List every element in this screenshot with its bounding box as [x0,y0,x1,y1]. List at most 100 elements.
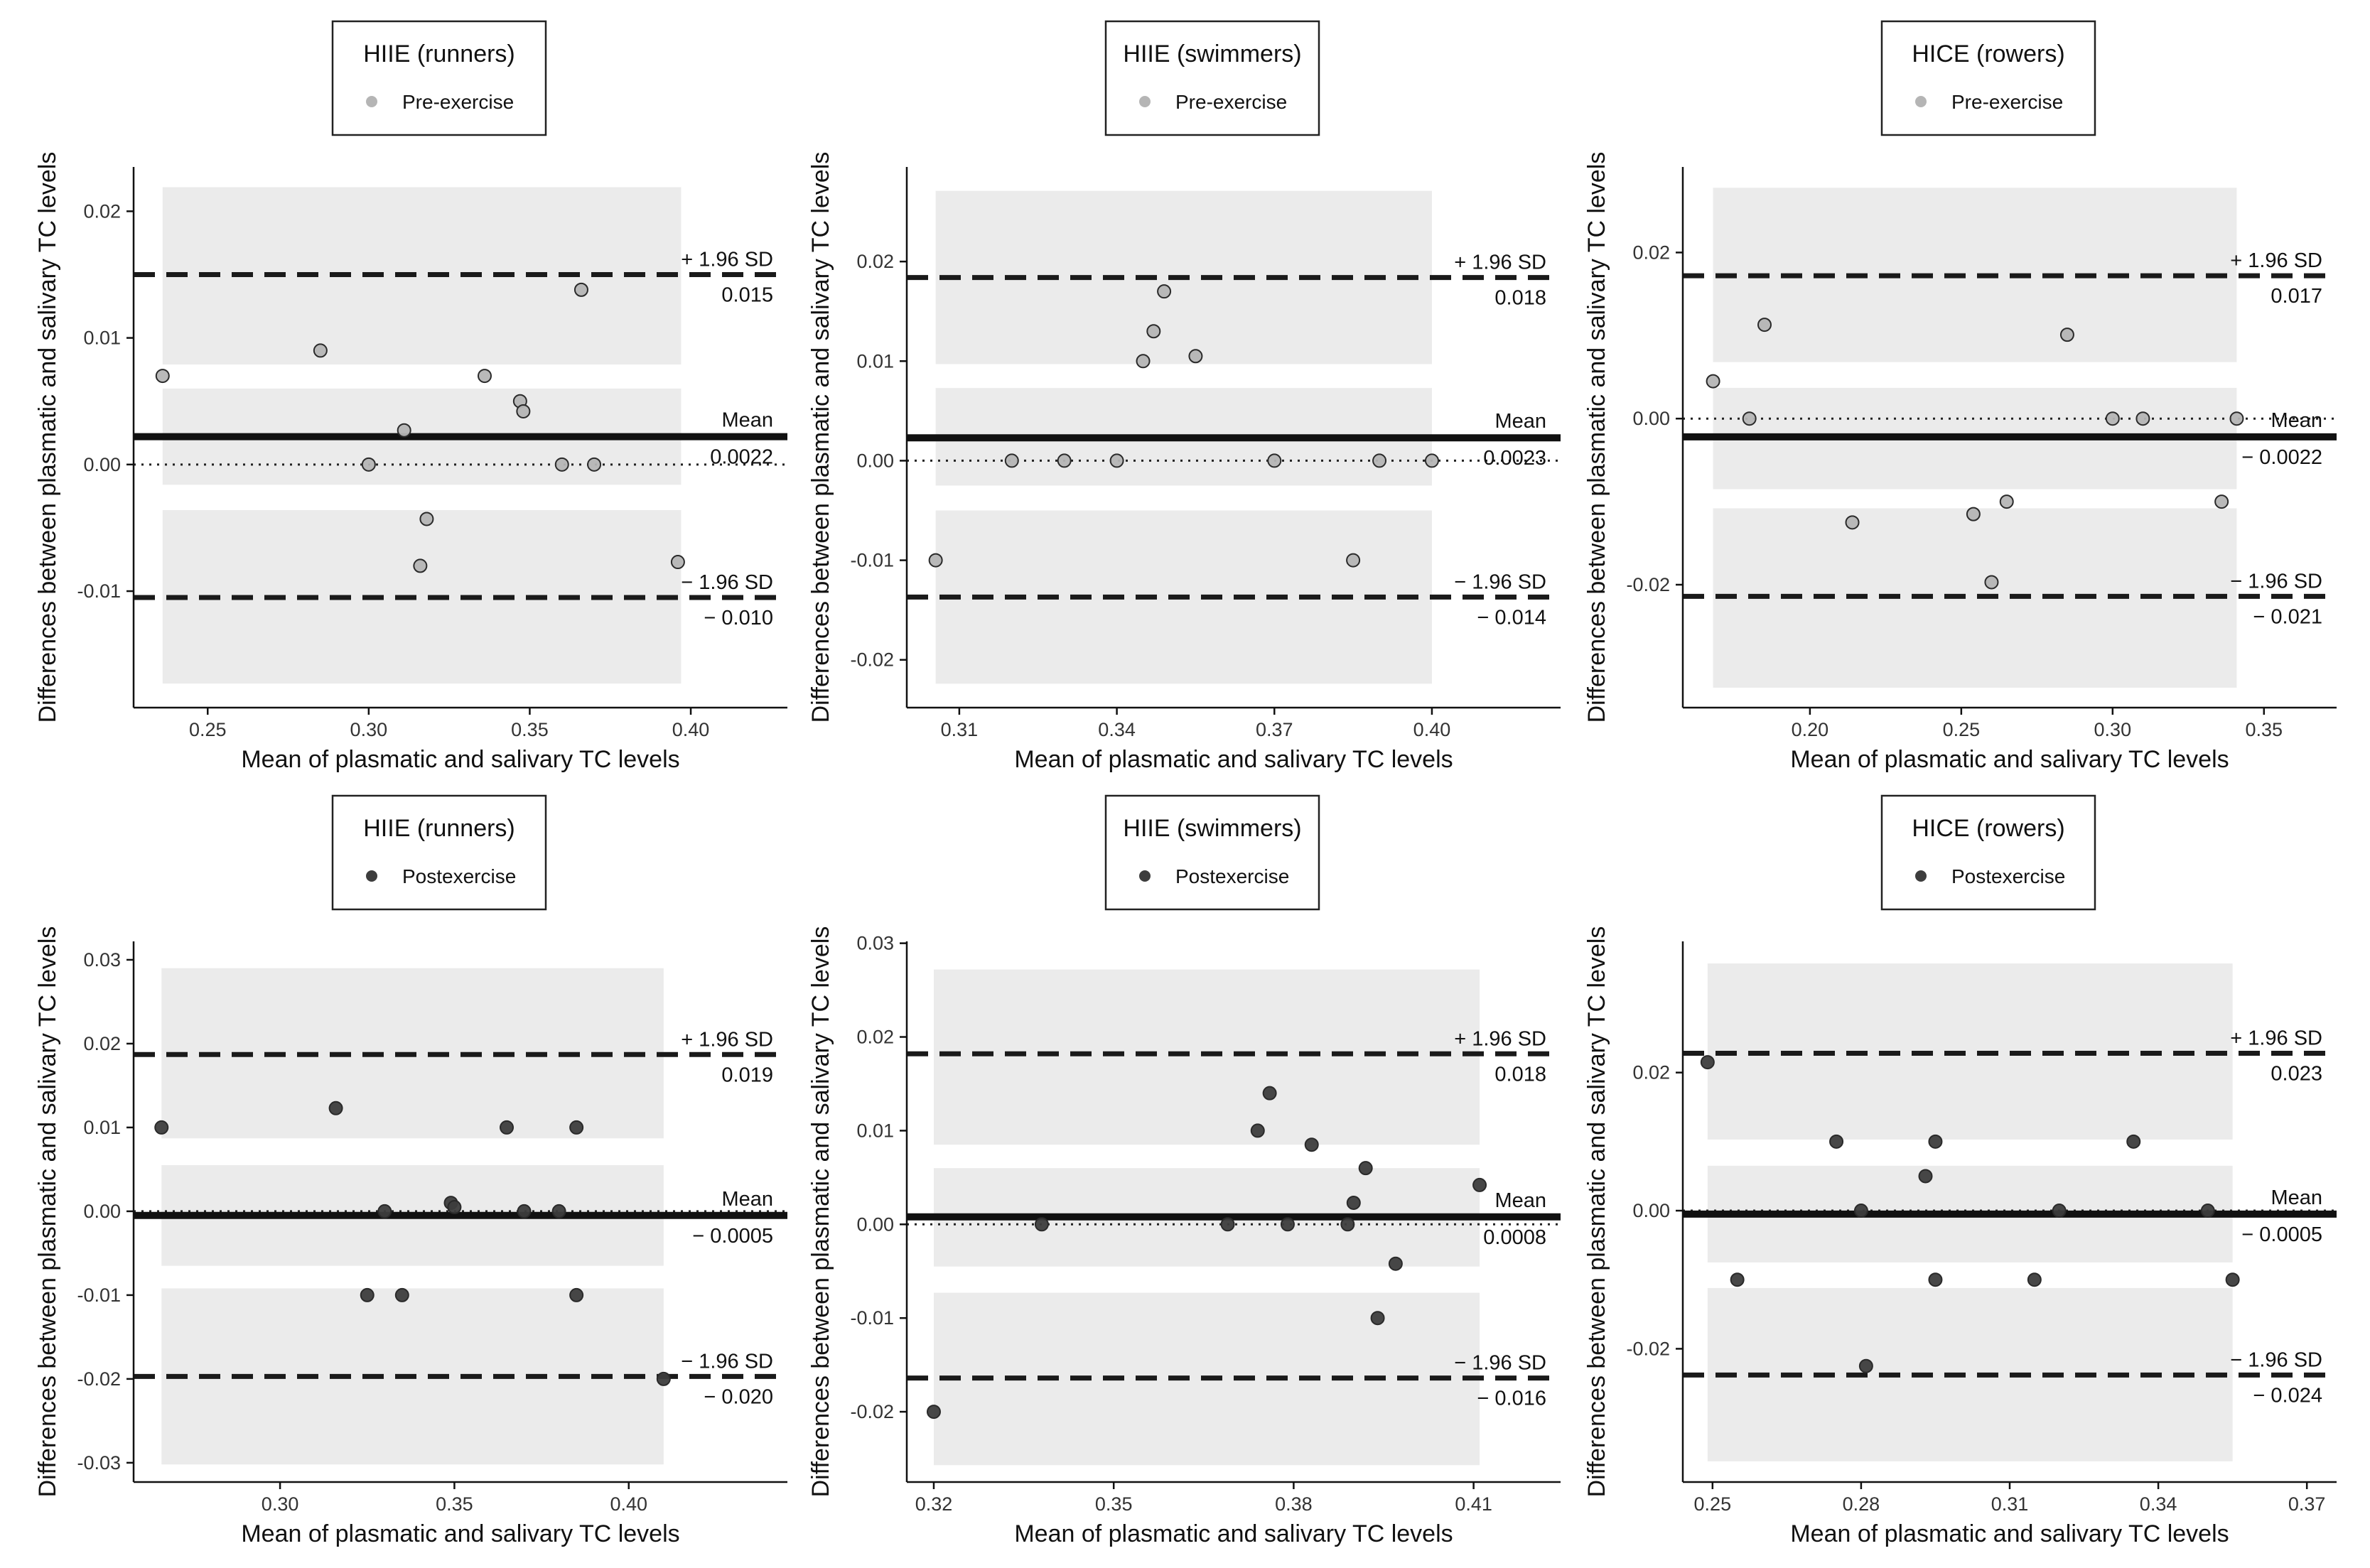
data-point [2200,1204,2215,1218]
upper-loa-label: + 1.96 SD [1454,1027,1546,1050]
upper-loa-value: 0.023 [2271,1062,2322,1085]
legend-title: HIIE (swimmers) [1123,815,1301,842]
x-tick-label: 0.31 [941,719,979,740]
mean-label: Mean [2271,1186,2322,1209]
data-point [1984,575,1999,590]
data-point [926,1405,941,1420]
data-point [554,457,569,472]
legend-label: Pre-exercise [1175,91,1287,113]
data-point [1346,1195,1361,1210]
x-tick-label: 0.35 [511,719,549,740]
legend-label: Pre-exercise [402,91,514,113]
y-tick-label: 0.01 [856,350,894,372]
y-tick-label: -0.01 [77,1285,121,1306]
data-point [1262,1086,1277,1101]
data-point [1742,411,1757,426]
legend-label: Pre-exercise [1951,91,2063,113]
data-point [2135,411,2150,426]
data-point [1358,1161,1373,1176]
data-point [1372,453,1387,468]
data-point [394,1287,409,1302]
x-tick-label: 0.35 [1095,1493,1133,1515]
data-point [1928,1272,1943,1287]
data-point [1346,553,1361,568]
x-tick-label: 0.35 [2245,719,2283,740]
y-axis-title: Differences between plasmatic and saliva… [1583,926,1610,1498]
panel-5: HIIE (swimmers) Postexercise + 1.96 SD 0.01… [807,794,1561,1547]
data-point [2225,1272,2240,1287]
upper-loa-value: 0.018 [1494,1063,1546,1086]
data-point [1966,507,1981,521]
x-axis-title: Mean of plasmatic and salivary TC levels [1014,1520,1453,1547]
data-point [1999,494,2014,509]
x-axis-title: Mean of plasmatic and salivary TC levels [1790,1520,2229,1547]
legend-box [1880,794,2096,911]
data-point [313,343,328,358]
mean-label: Mean [1494,1189,1546,1212]
data-point [1706,374,1720,389]
mean-label: Mean [2271,409,2322,432]
x-tick-label: 0.40 [1413,719,1451,740]
y-axis-title: Differences between plasmatic and saliva… [807,152,834,723]
y-tick-label: -0.01 [850,1307,894,1329]
y-tick-label: 0.00 [856,1213,894,1235]
data-point [928,553,943,568]
y-tick-label: 0.03 [83,949,121,970]
data-point [360,1287,375,1302]
data-point [1858,1358,1873,1373]
y-tick-label: 0.02 [83,200,121,222]
x-tick-label: 0.40 [672,719,710,740]
y-tick-label: -0.02 [77,1368,121,1390]
y-axis-title: Differences between plasmatic and saliva… [34,926,61,1498]
lower-loa-label: − 1.96 SD [2230,570,2322,593]
mean-value: 0.0022 [710,446,773,469]
lower-loa-value: − 0.010 [704,607,773,629]
data-point [1845,515,1860,530]
data-point [1250,1123,1265,1138]
y-axis-title: Differences between plasmatic and saliva… [807,926,834,1498]
data-point [155,369,170,384]
lower-loa-label: − 1.96 SD [681,1350,773,1373]
y-tick-label: 0.01 [83,328,121,349]
x-tick-label: 0.37 [1256,719,1293,740]
x-axis-title: Mean of plasmatic and salivary TC levels [1790,746,2229,773]
data-point [1730,1272,1745,1287]
x-tick-label: 0.41 [1455,1493,1492,1515]
y-tick-label: 0.02 [1632,242,1670,263]
upper-loa-label: + 1.96 SD [2230,249,2322,272]
legend-box [1104,794,1320,911]
data-point [1757,318,1772,332]
x-tick-label: 0.25 [1694,1493,1732,1515]
legend-title: HICE (rowers) [1912,40,2064,67]
data-point [587,457,602,472]
legend-title: HIIE (runners) [363,40,515,67]
legend-label: Postexercise [402,865,516,887]
data-point [1370,1311,1385,1326]
upper-loa-value: 0.019 [721,1064,773,1086]
data-point [1188,349,1203,364]
upper-loa-label: + 1.96 SD [1454,252,1546,274]
panel-1: HIIE (runners) Pre-exercise + 1.96 SD 0.015… [34,20,787,773]
data-point [1034,1217,1049,1232]
legend-title: HIIE (runners) [363,815,515,842]
x-tick-label: 0.37 [2288,1493,2326,1515]
data-point [2027,1272,2042,1287]
data-point [1829,1134,1844,1149]
data-point [1136,354,1151,369]
lower-loa-value: − 0.014 [1477,606,1546,629]
data-point [328,1101,343,1115]
lower-loa-value: − 0.021 [2253,605,2322,628]
data-point [500,1120,515,1135]
legend-marker [1915,96,1927,107]
y-axis-title: Differences between plasmatic and saliva… [1583,152,1610,723]
data-point [361,457,376,472]
mean-value: − 0.0022 [2241,446,2322,469]
y-tick-label: -0.01 [850,550,894,571]
ci-band-1 [933,969,1480,1145]
x-tick-label: 0.25 [189,719,227,740]
legend-box [1880,20,2096,136]
x-axis-title: Mean of plasmatic and salivary TC levels [241,1520,679,1547]
y-tick-label: 0.02 [83,1033,121,1054]
mean-label: Mean [721,409,773,432]
